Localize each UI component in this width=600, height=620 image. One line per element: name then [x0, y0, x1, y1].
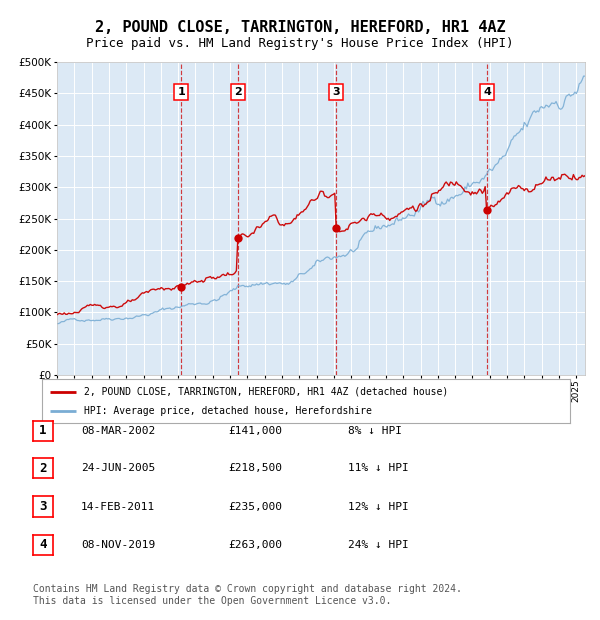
Text: 1: 1 [178, 87, 185, 97]
Text: 3: 3 [39, 500, 47, 513]
Text: £235,000: £235,000 [228, 502, 282, 512]
Text: 24% ↓ HPI: 24% ↓ HPI [348, 540, 409, 550]
Text: Price paid vs. HM Land Registry's House Price Index (HPI): Price paid vs. HM Land Registry's House … [86, 37, 514, 50]
Text: £141,000: £141,000 [228, 426, 282, 436]
Text: 2: 2 [39, 462, 47, 474]
Text: 1: 1 [39, 425, 47, 437]
Text: 24-JUN-2005: 24-JUN-2005 [81, 463, 155, 473]
Text: 2, POUND CLOSE, TARRINGTON, HEREFORD, HR1 4AZ: 2, POUND CLOSE, TARRINGTON, HEREFORD, HR… [95, 20, 505, 35]
Text: 8% ↓ HPI: 8% ↓ HPI [348, 426, 402, 436]
Text: 08-MAR-2002: 08-MAR-2002 [81, 426, 155, 436]
Text: 2, POUND CLOSE, TARRINGTON, HEREFORD, HR1 4AZ (detached house): 2, POUND CLOSE, TARRINGTON, HEREFORD, HR… [84, 387, 448, 397]
Text: HPI: Average price, detached house, Herefordshire: HPI: Average price, detached house, Here… [84, 405, 372, 415]
Text: 08-NOV-2019: 08-NOV-2019 [81, 540, 155, 550]
Text: Contains HM Land Registry data © Crown copyright and database right 2024.
This d: Contains HM Land Registry data © Crown c… [33, 584, 462, 606]
Text: £218,500: £218,500 [228, 463, 282, 473]
Text: 12% ↓ HPI: 12% ↓ HPI [348, 502, 409, 512]
Text: 14-FEB-2011: 14-FEB-2011 [81, 502, 155, 512]
Text: 3: 3 [332, 87, 340, 97]
Text: £263,000: £263,000 [228, 540, 282, 550]
Text: 4: 4 [39, 539, 47, 551]
Text: 4: 4 [483, 87, 491, 97]
Text: 2: 2 [235, 87, 242, 97]
Text: 11% ↓ HPI: 11% ↓ HPI [348, 463, 409, 473]
